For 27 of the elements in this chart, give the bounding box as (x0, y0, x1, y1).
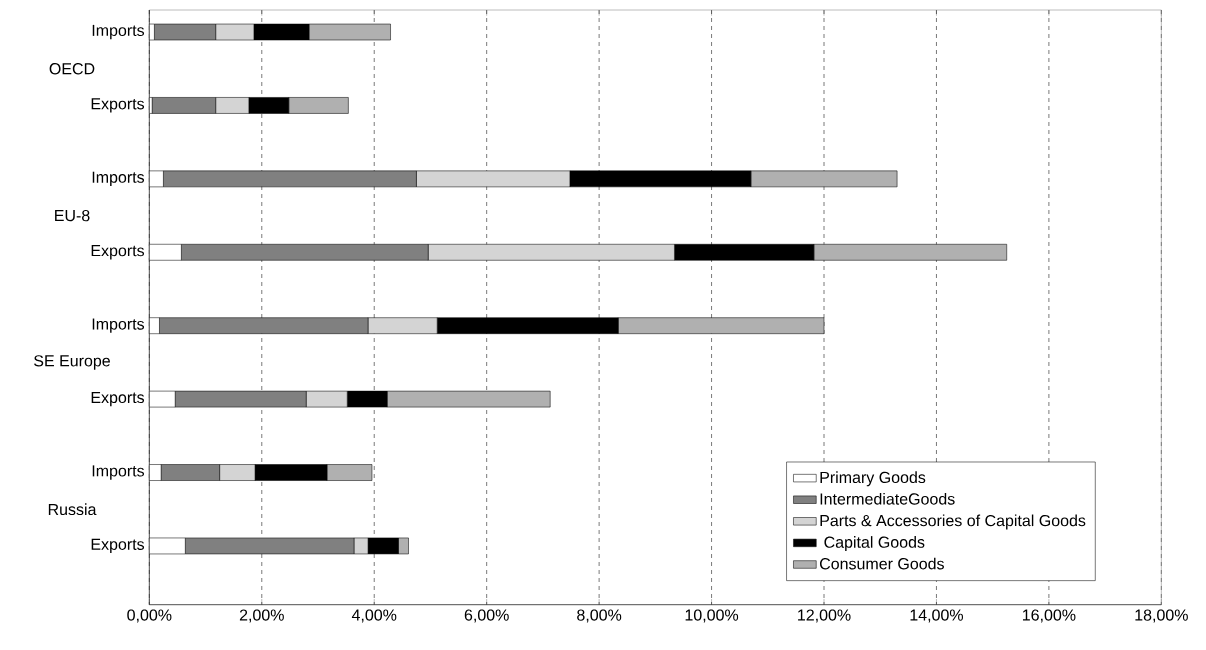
legend-label: Primary Goods (820, 471, 926, 487)
x-tick-label: 0,00% (127, 609, 172, 623)
y-tick-label: Imports (92, 318, 145, 333)
text: SE Europe (34, 355, 110, 370)
x-tick-label: 6,00% (464, 609, 509, 623)
legend-label: IntermediateGoods (820, 492, 955, 505)
legend-label: Parts & Accessories of Capital Goods (820, 514, 1086, 530)
y-tick-label: Imports (92, 465, 145, 480)
y-tick-label: Imports (92, 171, 145, 187)
text: EU-8 (55, 209, 90, 222)
x-tick-label: 16,00% (1022, 609, 1076, 623)
x-tick-label: 12,00% (798, 609, 851, 623)
x-tick-label: 18,00% (1135, 609, 1188, 623)
legend-label: Consumer Goods (819, 557, 944, 570)
x-tick-label: 14,00% (910, 609, 964, 623)
y-tick-label: Imports (92, 24, 145, 40)
x-tick-label: 10,00% (685, 609, 739, 623)
text: OECD (49, 63, 95, 75)
y-tick-label: Exports (91, 98, 145, 113)
legend-label: Capital Goods (824, 536, 925, 552)
y-tick-label: Exports (91, 538, 145, 554)
x-tick-label: 4,00% (351, 609, 397, 623)
x-tick-label: 2,00% (239, 609, 284, 623)
x-tick-label: 8,00% (577, 609, 622, 623)
text: Russia (48, 503, 97, 516)
y-tick-label: Exports (91, 245, 145, 260)
y-tick-label: Exports (91, 391, 145, 407)
